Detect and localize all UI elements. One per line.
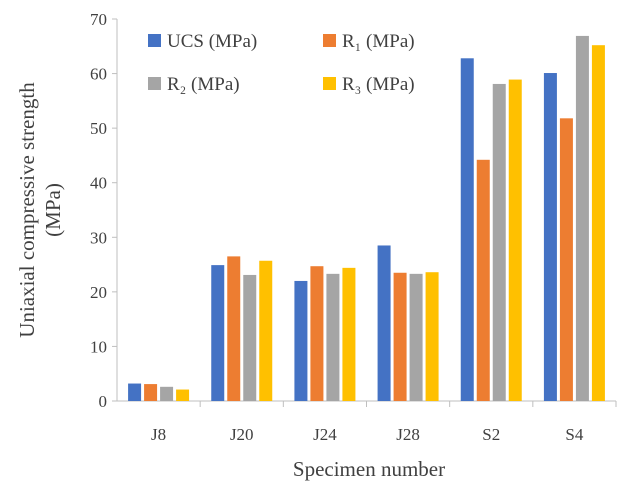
- bar-s4-series-3: [575, 35, 589, 401]
- bar-j8-series-4: [176, 389, 190, 401]
- legend-label: R₂ (MPa): [167, 74, 240, 95]
- bar-s4-series-2: [559, 118, 573, 401]
- bar-j28-series-2: [393, 272, 407, 401]
- axes: [112, 18, 617, 407]
- x-tick-label: J28: [396, 425, 420, 444]
- bar-j28-series-3: [409, 273, 423, 401]
- bar-j8-series-1: [128, 383, 142, 401]
- bar-s2-series-2: [476, 159, 490, 401]
- legend-label: R₃ (MPa): [342, 74, 415, 95]
- y-tick-label: 70: [90, 10, 107, 29]
- x-tick-label: J20: [230, 425, 254, 444]
- bar-j8-series-2: [144, 384, 158, 401]
- legend-swatch: [148, 34, 161, 47]
- y-tick-label: 10: [90, 337, 107, 356]
- y-tick-label: 60: [90, 65, 107, 84]
- legend-label: UCS (MPa): [167, 31, 257, 52]
- bar-s4-series-4: [591, 45, 605, 402]
- bar-j28-series-1: [377, 245, 391, 401]
- bar-j28-series-4: [425, 272, 439, 401]
- x-tick-labels: J8 J20 J24 J28 S2 S4: [151, 425, 584, 444]
- bar-j24-series-1: [294, 280, 308, 401]
- x-tick-label: J8: [151, 425, 166, 444]
- bar-j24-series-3: [326, 273, 340, 401]
- y-tick-label: 50: [90, 119, 107, 138]
- bar-s2-series-4: [508, 79, 522, 402]
- bar-j24-series-2: [310, 266, 324, 401]
- bar-s2-series-1: [460, 58, 474, 401]
- legend-swatch: [323, 34, 336, 47]
- y-tick-label: 20: [90, 283, 107, 302]
- legend-swatch: [148, 77, 161, 90]
- x-tick-label: S4: [565, 425, 583, 444]
- bars: [128, 35, 605, 402]
- y-tick-label: 40: [90, 174, 107, 193]
- bar-s4-series-1: [543, 73, 557, 402]
- bar-j20-series-1: [211, 265, 225, 401]
- y-tick-labels: 0 10 20 30 40 50 60 70: [90, 10, 107, 411]
- y-axis-title-line: (MPa): [41, 183, 65, 237]
- bar-j24-series-4: [342, 267, 356, 401]
- y-axis-title: Uniaxial compressive strength(MPa): [15, 82, 65, 338]
- bar-j20-series-2: [227, 256, 241, 401]
- y-tick-label: 30: [90, 228, 107, 247]
- bar-s2-series-3: [492, 83, 506, 401]
- bar-j20-series-4: [259, 260, 273, 401]
- x-tick-label: J24: [313, 425, 337, 444]
- y-axis-title-line: Uniaxial compressive strength: [15, 82, 39, 338]
- x-axis-title: Specimen number: [293, 457, 445, 481]
- x-tick-label: S2: [482, 425, 500, 444]
- legend-label: R₁ (MPa): [342, 31, 415, 52]
- bar-j8-series-3: [160, 386, 174, 401]
- legend: UCS (MPa) R₁ (MPa) R₂ (MPa) R₃ (MPa): [148, 31, 415, 95]
- y-tick-label: 0: [99, 392, 108, 411]
- legend-swatch: [323, 77, 336, 90]
- bar-j20-series-3: [243, 274, 257, 401]
